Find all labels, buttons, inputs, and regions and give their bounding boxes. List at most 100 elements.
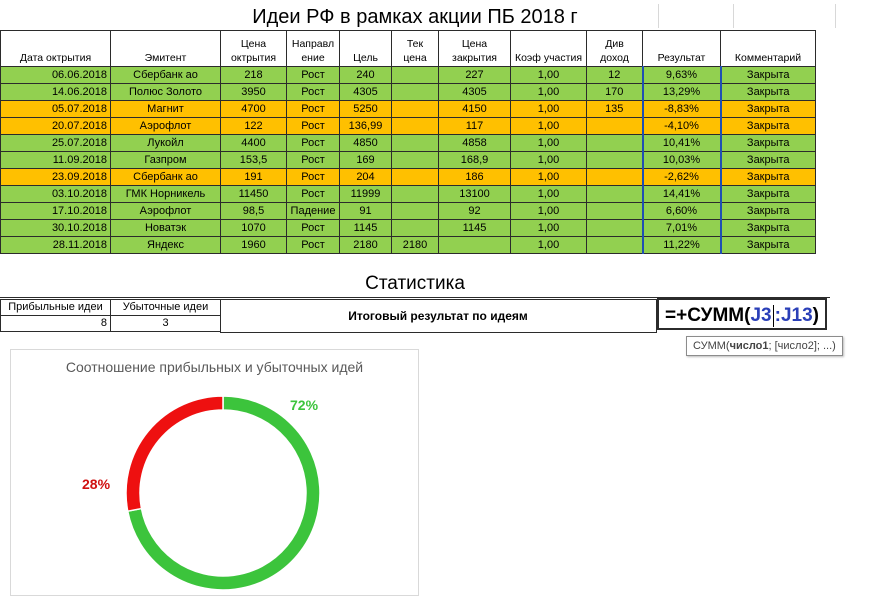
- cell-target[interactable]: 1145: [339, 219, 392, 237]
- cell-dir[interactable]: Рост: [286, 185, 340, 203]
- cell-dir[interactable]: Рост: [286, 134, 340, 152]
- cell-issuer[interactable]: Аэрофлот: [110, 117, 221, 135]
- cell-close[interactable]: [438, 236, 511, 254]
- cell-open[interactable]: 4700: [220, 100, 287, 118]
- cell-target[interactable]: 204: [339, 168, 392, 186]
- formula-edit-cell[interactable]: =+СУММ(J3:J13): [657, 298, 827, 330]
- cell-date[interactable]: 30.10.2018: [0, 219, 111, 237]
- cell-div[interactable]: 170: [586, 83, 644, 101]
- cell-comment[interactable]: Закрыта: [719, 117, 816, 135]
- cell-target[interactable]: 169: [339, 151, 392, 169]
- cell-date[interactable]: 17.10.2018: [0, 202, 111, 220]
- cell-cur[interactable]: [391, 185, 439, 203]
- column-header[interactable]: Цена октрытия: [220, 30, 287, 67]
- cell-coef[interactable]: 1,00: [510, 117, 587, 135]
- cell-close[interactable]: 4858: [438, 134, 511, 152]
- cell-result[interactable]: 10,41%: [642, 134, 721, 152]
- cell-coef[interactable]: 1,00: [510, 219, 587, 237]
- cell-dir[interactable]: Рост: [286, 236, 340, 254]
- cell-issuer[interactable]: Сбербанк ао: [110, 168, 221, 186]
- cell-issuer[interactable]: Полюс Золото: [110, 83, 221, 101]
- profit-ideas-count[interactable]: 8: [0, 315, 111, 332]
- cell-cur[interactable]: [391, 134, 439, 152]
- cell-coef[interactable]: 1,00: [510, 66, 587, 84]
- cell-cur[interactable]: [391, 219, 439, 237]
- cell-close[interactable]: 186: [438, 168, 511, 186]
- cell-coef[interactable]: 1,00: [510, 168, 587, 186]
- cell-open[interactable]: 122: [220, 117, 287, 135]
- cell-date[interactable]: 20.07.2018: [0, 117, 111, 135]
- loss-ideas-label[interactable]: Убыточные идеи: [110, 299, 221, 316]
- cell-comment[interactable]: Закрыта: [719, 185, 816, 203]
- column-header[interactable]: Цель: [339, 30, 392, 67]
- cell-issuer[interactable]: Лукойл: [110, 134, 221, 152]
- cell-dir[interactable]: Рост: [286, 100, 340, 118]
- cell-issuer[interactable]: Газпром: [110, 151, 221, 169]
- cell-open[interactable]: 1070: [220, 219, 287, 237]
- cell-comment[interactable]: Закрыта: [719, 134, 816, 152]
- cell-close[interactable]: 13100: [438, 185, 511, 203]
- cell-issuer[interactable]: Магнит: [110, 100, 221, 118]
- cell-comment[interactable]: Закрыта: [719, 151, 816, 169]
- cell-cur[interactable]: [391, 100, 439, 118]
- cell-date[interactable]: 11.09.2018: [0, 151, 111, 169]
- profit-ideas-label[interactable]: Прибыльные идеи: [0, 299, 111, 316]
- cell-close[interactable]: 168,9: [438, 151, 511, 169]
- cell-comment[interactable]: Закрыта: [719, 66, 816, 84]
- column-header[interactable]: Эмитент: [110, 30, 221, 67]
- cell-div[interactable]: [586, 117, 644, 135]
- column-header[interactable]: Направл ение: [286, 30, 340, 67]
- cell-date[interactable]: 03.10.2018: [0, 185, 111, 203]
- cell-dir[interactable]: Падение: [286, 202, 340, 220]
- cell-issuer[interactable]: Сбербанк ао: [110, 66, 221, 84]
- cell-cur[interactable]: 2180: [391, 236, 439, 254]
- cell-open[interactable]: 3950: [220, 83, 287, 101]
- cell-open[interactable]: 98,5: [220, 202, 287, 220]
- column-header[interactable]: Коэф участия: [510, 30, 587, 67]
- cell-date[interactable]: 23.09.2018: [0, 168, 111, 186]
- column-header[interactable]: Результат: [642, 30, 721, 67]
- total-result-label[interactable]: Итоговый результат по идеям: [220, 299, 657, 333]
- cell-dir[interactable]: Рост: [286, 219, 340, 237]
- cell-cur[interactable]: [391, 151, 439, 169]
- cell-result[interactable]: -8,83%: [642, 100, 721, 118]
- column-header[interactable]: Див доход: [586, 30, 643, 67]
- cell-coef[interactable]: 1,00: [510, 151, 587, 169]
- cell-close[interactable]: 117: [438, 117, 511, 135]
- cell-date[interactable]: 28.11.2018: [0, 236, 111, 254]
- cell-date[interactable]: 06.06.2018: [0, 66, 111, 84]
- cell-result[interactable]: 10,03%: [642, 151, 721, 169]
- cell-div[interactable]: [586, 134, 644, 152]
- cell-open[interactable]: 1960: [220, 236, 287, 254]
- cell-date[interactable]: 05.07.2018: [0, 100, 111, 118]
- cell-coef[interactable]: 1,00: [510, 185, 587, 203]
- cell-div[interactable]: [586, 151, 644, 169]
- cell-dir[interactable]: Рост: [286, 117, 340, 135]
- cell-close[interactable]: 1145: [438, 219, 511, 237]
- cell-target[interactable]: 11999: [339, 185, 392, 203]
- cell-target[interactable]: 91: [339, 202, 392, 220]
- cell-target[interactable]: 240: [339, 66, 392, 84]
- cell-div[interactable]: [586, 236, 644, 254]
- cell-result[interactable]: -4,10%: [642, 117, 721, 135]
- column-header[interactable]: Дата октрытия: [0, 30, 111, 67]
- cell-div[interactable]: 135: [586, 100, 644, 118]
- cell-target[interactable]: 4305: [339, 83, 392, 101]
- cell-open[interactable]: 4400: [220, 134, 287, 152]
- cell-date[interactable]: 25.07.2018: [0, 134, 111, 152]
- cell-issuer[interactable]: Яндекс: [110, 236, 221, 254]
- column-header[interactable]: Цена закрытия: [438, 30, 511, 67]
- cell-dir[interactable]: Рост: [286, 168, 340, 186]
- cell-coef[interactable]: 1,00: [510, 236, 587, 254]
- cell-issuer[interactable]: Новатэк: [110, 219, 221, 237]
- cell-close[interactable]: 4150: [438, 100, 511, 118]
- cell-open[interactable]: 191: [220, 168, 287, 186]
- cell-div[interactable]: [586, 168, 644, 186]
- cell-close[interactable]: 227: [438, 66, 511, 84]
- cell-div[interactable]: [586, 185, 644, 203]
- cell-coef[interactable]: 1,00: [510, 83, 587, 101]
- cell-target[interactable]: 136,99: [339, 117, 392, 135]
- column-header[interactable]: Тек цена: [391, 30, 439, 67]
- cell-target[interactable]: 4850: [339, 134, 392, 152]
- loss-slice[interactable]: [125, 395, 224, 513]
